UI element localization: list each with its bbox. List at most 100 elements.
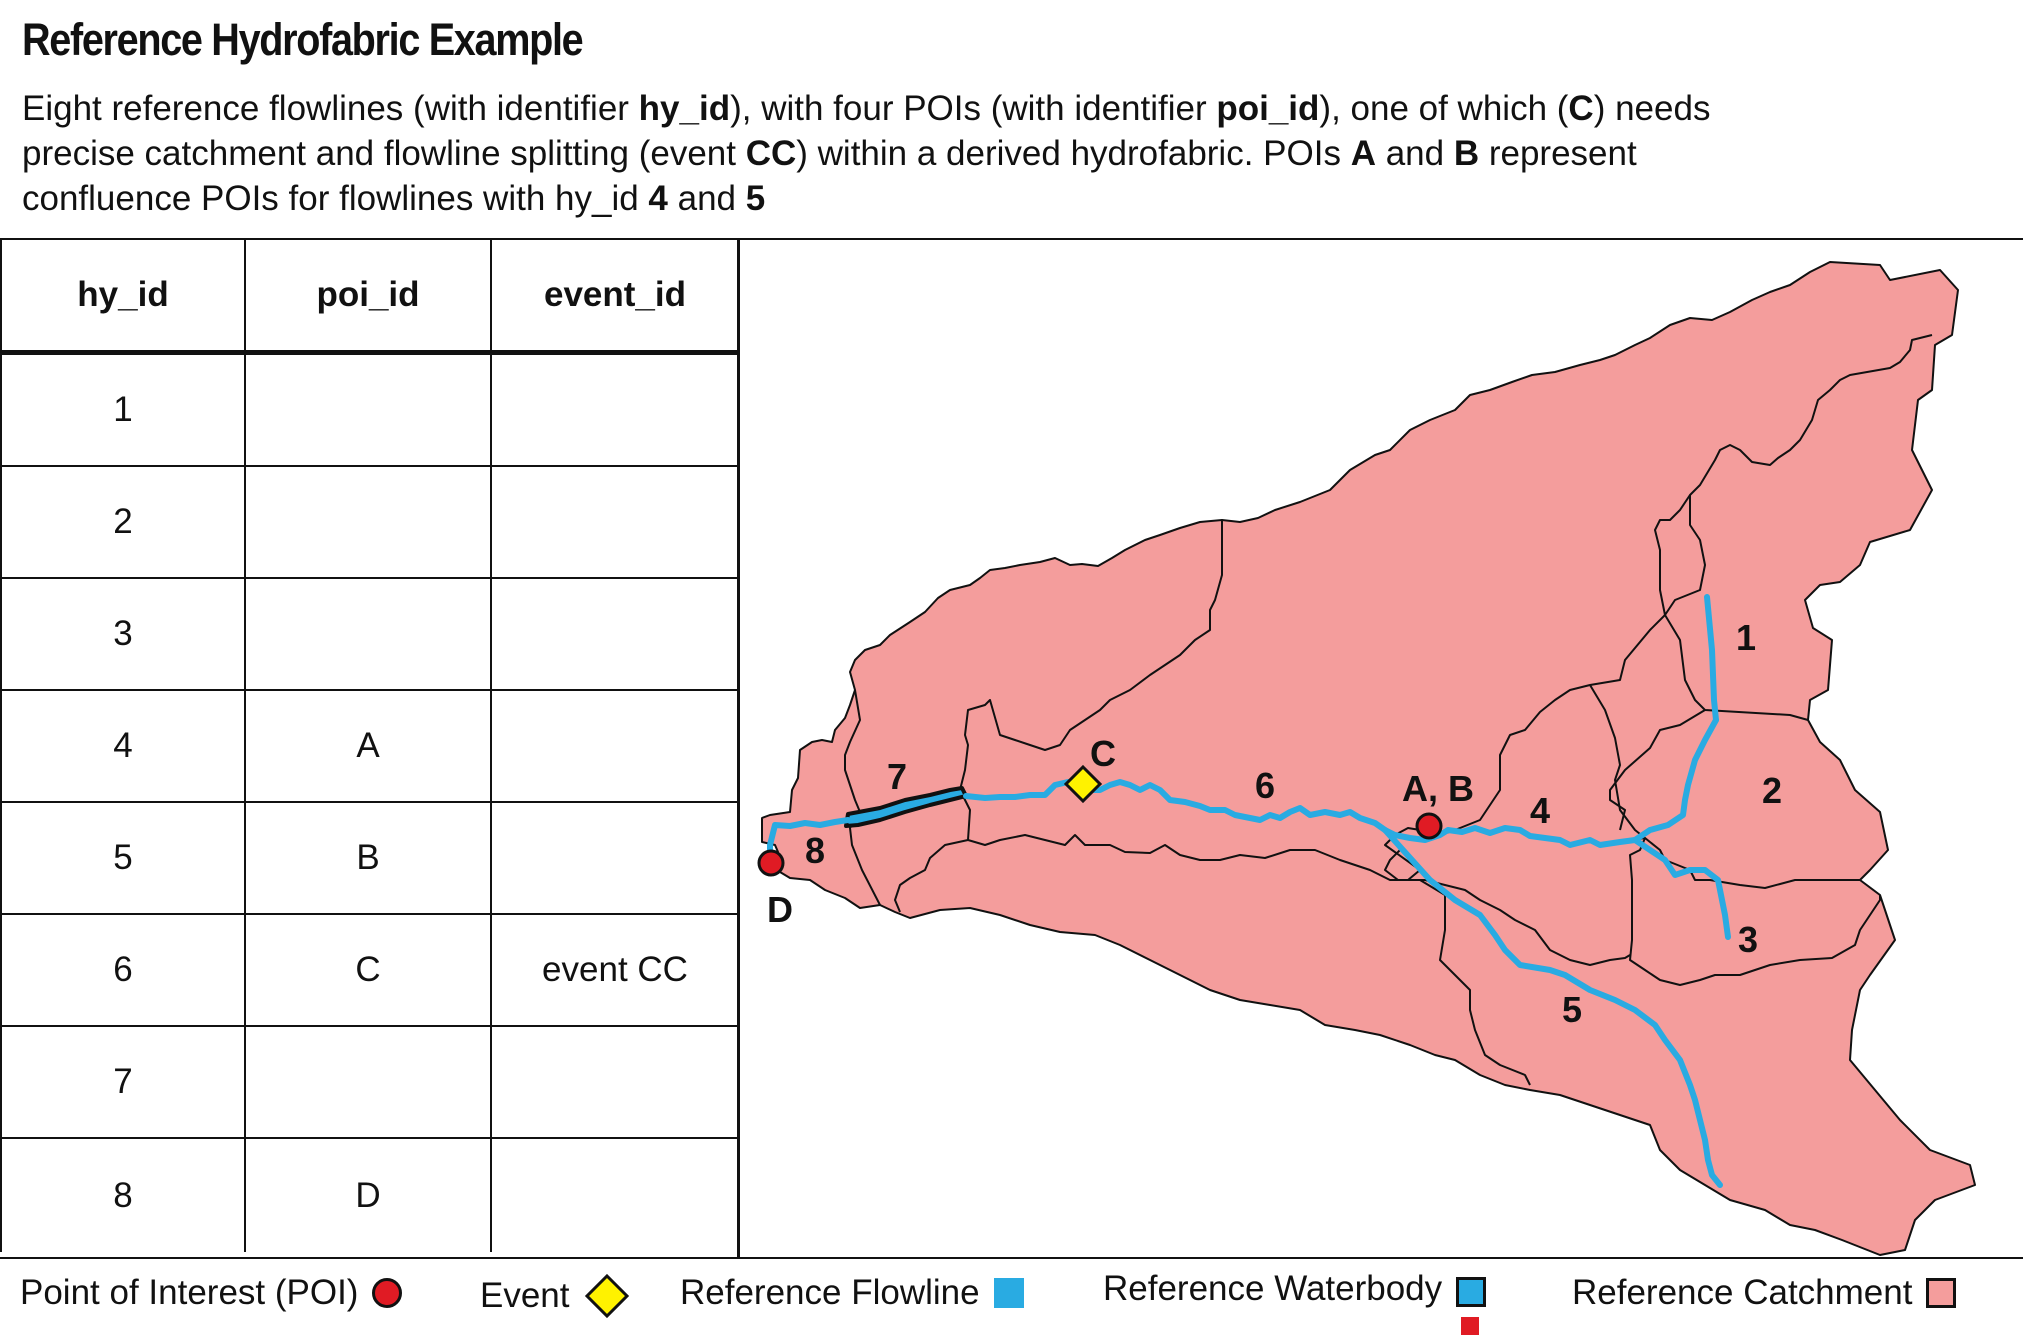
flowline-5	[1382, 827, 1723, 1188]
catchment-boundary	[844, 689, 881, 906]
reference-waterbody	[844, 786, 968, 828]
cell-event-id	[492, 1027, 740, 1137]
legend-catchment: Reference Catchment	[1572, 1273, 1957, 1313]
poi-label-d: D	[767, 889, 793, 930]
catchment-square-icon	[1926, 1278, 1957, 1308]
poi-label-ab: A, B	[1402, 768, 1474, 809]
description-bold-term: poi_id	[1216, 89, 1320, 128]
catchment-boundary	[1629, 837, 1881, 986]
red-mark	[1461, 1317, 1479, 1335]
header-poi-id: poi_id	[246, 239, 492, 350]
description-bold-term: CC	[745, 134, 797, 173]
cell-event-id	[492, 355, 740, 465]
event-c-diamond	[1063, 764, 1103, 804]
cell-poi-id	[246, 355, 492, 465]
flowline-1	[1704, 594, 1719, 723]
description-line-3: confluence POIs for flowlines with hy_id…	[22, 176, 2002, 221]
header-event-id: event_id	[492, 239, 740, 350]
cell-hy-id: 7	[0, 1027, 246, 1137]
catchment-boundary	[894, 839, 969, 913]
legend-flowline-label: Reference Flowline	[680, 1273, 980, 1312]
cell-poi-id: A	[246, 691, 492, 801]
page-title: Reference Hydrofabric Example	[22, 14, 584, 65]
cell-poi-id: B	[246, 803, 492, 913]
flowline-label-1: 1	[1736, 617, 1756, 658]
flowline-4	[1382, 825, 1638, 848]
legend-event: Event	[480, 1273, 630, 1319]
flowline-6	[963, 779, 1388, 833]
poi-ab-marker	[1415, 812, 1443, 840]
legend-flowline: Reference Flowline	[680, 1273, 1024, 1313]
poi-d-marker	[757, 849, 785, 877]
description-bold-term: 5	[745, 179, 766, 218]
legend-catchment-label: Reference Catchment	[1572, 1273, 1913, 1312]
table-row: 1	[0, 355, 740, 467]
legend-waterbody: Reference Waterbody	[1103, 1269, 1487, 1309]
top-divider	[0, 238, 2023, 240]
flowline-label-8: 8	[805, 830, 825, 871]
description-line-1: Eight reference flowlines (with identifi…	[22, 86, 2002, 131]
header-hy-id: hy_id	[0, 239, 246, 350]
poi-circle-icon	[372, 1278, 403, 1308]
catchment-boundary	[1384, 849, 1631, 966]
catchment-boundary	[959, 520, 1441, 881]
description: Eight reference flowlines (with identifi…	[22, 86, 2002, 221]
flowline-square-icon	[993, 1278, 1024, 1308]
description-bold-term: A	[1350, 134, 1376, 173]
catchment-outline	[761, 261, 1976, 1256]
description-bold-term: C	[1568, 89, 1594, 128]
cell-event-id	[492, 803, 740, 913]
catchment-boundary	[1654, 494, 1809, 721]
table-row: 4 A	[0, 691, 740, 803]
cell-hy-id: 5	[0, 803, 246, 913]
flowline-3	[1632, 837, 1731, 940]
cell-poi-id: D	[246, 1139, 492, 1252]
description-text: represent	[1479, 134, 1637, 173]
catchment-boundary	[1609, 709, 1706, 831]
event-diamond-icon	[584, 1273, 629, 1319]
legend-poi: Point of Interest (POI)	[20, 1273, 403, 1313]
description-text: ) needs	[1593, 89, 1711, 128]
flowline-label-7: 7	[887, 756, 907, 797]
description-bold-term: 4	[648, 179, 668, 218]
table-header-row: hy_id poi_id event_id	[0, 239, 740, 355]
attribute-table: hy_id poi_id event_id 1 2 3 4 A 5 B 6 C …	[0, 239, 740, 1252]
cell-event-id	[492, 691, 740, 801]
cell-hy-id: 1	[0, 355, 246, 465]
table-map-divider	[737, 239, 740, 1258]
poi-label-c: C	[1090, 733, 1116, 774]
table-row: 8 D	[0, 1139, 740, 1252]
description-text: Eight reference flowlines (with identifi…	[22, 89, 639, 128]
cell-hy-id: 8	[0, 1139, 246, 1252]
table-row: 6 C event CC	[0, 915, 740, 1027]
cell-poi-id: C	[246, 915, 492, 1025]
flowline-label-3: 3	[1738, 919, 1758, 960]
legend-poi-label: Point of Interest (POI)	[20, 1273, 359, 1312]
cell-poi-id	[246, 579, 492, 689]
description-text: ) within a derived hydrofabric. POIs	[796, 134, 1351, 173]
table-row: 2	[0, 467, 740, 579]
cell-event-id	[492, 579, 740, 689]
legend-event-label: Event	[480, 1276, 570, 1315]
description-text: and	[1375, 134, 1454, 173]
description-text: ), with four POIs (with identifier	[730, 89, 1217, 128]
flowline-label-4: 4	[1530, 790, 1550, 831]
legend: Point of Interest (POI) Event Reference …	[20, 1269, 2010, 1335]
catchment-boundary	[1419, 879, 1531, 1086]
cell-hy-id: 4	[0, 691, 246, 801]
table-row: 3	[0, 579, 740, 691]
table-row: 7	[0, 1027, 740, 1139]
catchment-boundary	[1631, 837, 1860, 889]
waterbody-square-icon	[1456, 1277, 1487, 1307]
flowline-2	[1632, 717, 1719, 843]
cell-event-id	[492, 467, 740, 577]
flowline-label-5: 5	[1562, 989, 1582, 1030]
cell-event-id	[492, 1139, 740, 1252]
description-bold-term: B	[1453, 134, 1480, 173]
cell-hy-id: 2	[0, 467, 246, 577]
description-bold-term: hy_id	[638, 89, 731, 128]
flowline-8	[767, 817, 851, 863]
catchment-boundary	[1589, 684, 1646, 839]
cell-event-id: event CC	[492, 915, 740, 1025]
bottom-divider	[0, 1257, 2023, 1259]
